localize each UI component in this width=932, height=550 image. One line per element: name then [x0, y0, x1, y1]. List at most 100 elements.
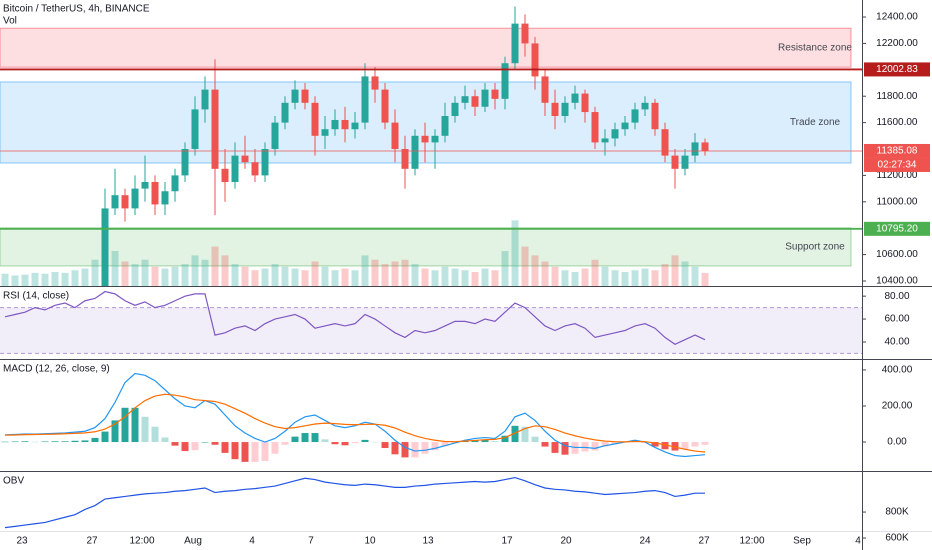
volume-bar [141, 259, 149, 286]
candle-body [171, 175, 179, 192]
y-tick-label: 11800.00 [877, 91, 918, 102]
histogram-bar [241, 442, 249, 462]
volume-bar [681, 261, 689, 286]
candle-body [681, 155, 689, 169]
countdown-box [864, 157, 930, 172]
histogram-bar [341, 442, 349, 446]
candle-body [261, 149, 269, 176]
y-tick-label: 12200.00 [876, 38, 918, 49]
zone-label: Resistance zone [778, 42, 852, 53]
volume-bar [321, 266, 329, 286]
y-tick-label: 10400.00 [876, 276, 918, 287]
volume-bar [351, 270, 359, 286]
volume-bar [301, 270, 309, 286]
candle-body [351, 122, 359, 130]
volume-bar [511, 220, 519, 286]
candle-body [551, 102, 559, 117]
obv-title: OBV [3, 476, 24, 487]
histogram-bar [101, 431, 109, 443]
zone [0, 227, 852, 267]
volume-bar [441, 266, 449, 286]
volume-bar [611, 270, 619, 286]
histogram-bar [91, 437, 99, 443]
candle-body [661, 129, 669, 156]
volume-bar [1, 273, 9, 286]
candle-body [671, 155, 679, 169]
zone [0, 27, 852, 68]
volume-bar [521, 246, 529, 286]
histogram-bar [131, 407, 139, 443]
volume-bar [121, 261, 129, 286]
candle-body [181, 149, 189, 176]
y-tick-label: 11000.00 [877, 196, 918, 207]
x-tick-label: 24 [639, 536, 651, 547]
histogram-bar [21, 441, 29, 443]
candle-body [221, 168, 229, 182]
countdown: 02:27:34 [878, 160, 917, 171]
volume-bar [21, 274, 29, 286]
volume-bar [471, 272, 479, 286]
volume-bar [261, 268, 269, 286]
x-tick-label: 10 [364, 536, 376, 547]
histogram-bar [211, 442, 219, 445]
volume-bar [131, 264, 139, 286]
histogram-bar [591, 442, 599, 451]
candle-body [531, 43, 539, 77]
y-tick-label: 200.00 [882, 401, 913, 412]
candle-body [161, 191, 169, 205]
level-label-box [864, 62, 930, 77]
histogram-bar [221, 442, 229, 453]
histogram-bar [61, 441, 69, 443]
volume-bar [451, 268, 459, 286]
level-label-box [864, 143, 930, 158]
macd-line [4, 372, 706, 458]
candle-body [121, 195, 129, 209]
candle-body [471, 96, 479, 107]
x-tick-label: Sep [793, 536, 811, 547]
candle-body [22, 397, 29, 405]
volume-bar [431, 270, 439, 286]
candle-body [441, 116, 449, 136]
candle-body [611, 129, 619, 139]
volume-bar [551, 266, 559, 286]
volume-bar [641, 268, 649, 286]
histogram-bar [581, 442, 589, 452]
histogram-bar [291, 436, 299, 443]
volume-bar [481, 268, 489, 286]
volume-bar [91, 259, 99, 286]
volume-bar [191, 255, 199, 286]
volume-bar [541, 261, 549, 286]
volume-bar [571, 272, 579, 286]
volume-label: Vol [3, 16, 17, 27]
candle-body [501, 63, 509, 99]
candle-body [691, 142, 699, 156]
volume-bar [41, 273, 49, 286]
x-tick-label: 20 [560, 536, 572, 547]
candle-body [541, 76, 549, 103]
signal-line [4, 393, 706, 453]
histogram-bar [141, 416, 149, 443]
histogram-bar [311, 433, 319, 443]
candle-body [141, 182, 149, 189]
candle-body [411, 135, 419, 169]
histogram-bar [51, 441, 59, 443]
histogram-bar [321, 439, 329, 443]
volume-bar [111, 251, 119, 286]
symbol-title: Bitcoin / TetherUS, 4h, BINANCE [3, 4, 150, 15]
macd-title: MACD (12, 26, close, 9) [3, 364, 110, 375]
candle-body [101, 208, 109, 286]
histogram-bar [161, 437, 169, 443]
values-line [4, 476, 705, 529]
histogram-bar [331, 442, 339, 445]
x-tick-label: 23 [16, 536, 28, 547]
candle-body [291, 89, 299, 103]
histogram-bar [81, 440, 89, 443]
volume-bar [251, 270, 259, 286]
volume-bar [331, 270, 339, 286]
rsi-band [0, 307, 862, 354]
histogram-bar [401, 442, 409, 458]
volume-bar [341, 268, 349, 286]
volume-bar [561, 270, 569, 286]
histogram-bar [231, 442, 239, 460]
y-tick-label: 600K [885, 533, 909, 544]
